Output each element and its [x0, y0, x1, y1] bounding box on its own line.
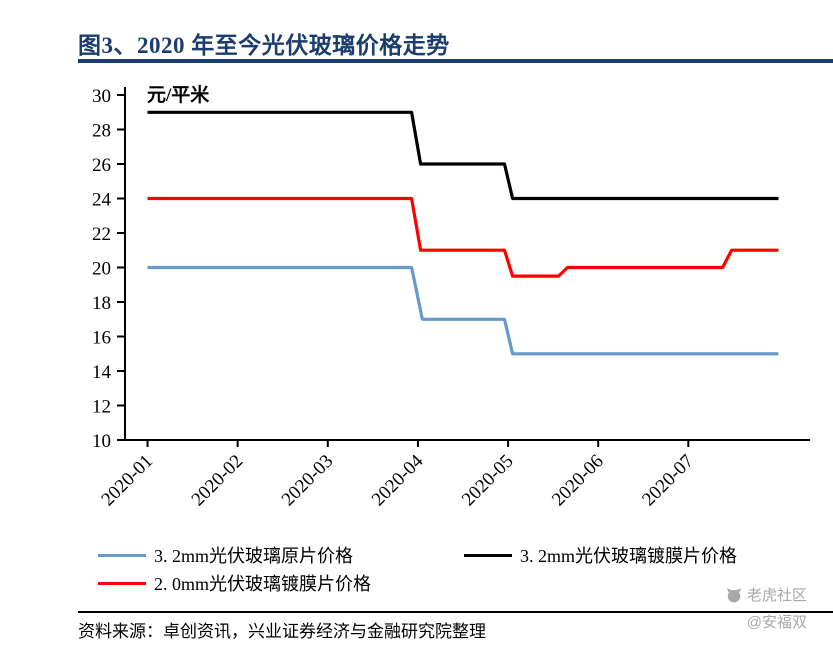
series-line-0	[147, 265, 779, 356]
legend-column-right: 3. 2mm光伏玻璃镀膜片价格	[464, 542, 737, 596]
bottom-rule	[78, 611, 833, 613]
x-tick-label: 2020-07	[638, 451, 698, 511]
y-tick-label: 12	[92, 397, 111, 418]
legend-column-left: 3. 2mm光伏玻璃原片价格 2. 0mm光伏玻璃镀膜片价格	[98, 542, 464, 596]
source-note: 资料来源：卓创资讯，兴业证券经济与金融研究院整理	[78, 622, 486, 641]
price-line-chart: 10 12 14 16 18 20 22 24 26 28 30 2020-01 2020-02 2020…	[92, 83, 810, 511]
legend-label-2-0mm-coated: 2. 0mm光伏玻璃镀膜片价格	[154, 574, 372, 594]
watermark: 老虎社区 @安福双	[726, 584, 807, 632]
title-rule	[78, 59, 833, 63]
y-tick-label: 14	[92, 362, 112, 383]
watermark-community: 老虎社区	[746, 587, 807, 604]
legend-label-3-2mm-coated: 3. 2mm光伏玻璃镀膜片价格	[520, 546, 738, 566]
y-tick-label: 22	[92, 224, 111, 245]
y-tick-label: 18	[92, 293, 111, 314]
legend-line-red	[98, 581, 146, 585]
x-tick-label: 2020-04	[368, 450, 428, 510]
y-tick-label: 30	[92, 86, 111, 107]
legend-item-3-2mm-coated: 3. 2mm光伏玻璃镀膜片价格	[464, 542, 737, 568]
legend-item-2-0mm-coated: 2. 0mm光伏玻璃镀膜片价格	[98, 570, 464, 596]
x-tick-label: 2020-06	[548, 451, 608, 511]
legend-line-blue	[98, 553, 146, 557]
tiger-logo-icon	[726, 587, 741, 602]
y-unit-label: 元/平米	[147, 83, 210, 106]
series-line-1	[147, 196, 779, 278]
x-tick-label: 2020-01	[97, 451, 157, 511]
legend-line-black	[464, 553, 512, 557]
y-tick-label: 28	[92, 121, 111, 142]
x-tick-label: 2020-02	[188, 451, 248, 511]
x-tick-label: 2020-03	[278, 451, 338, 511]
y-tick-label: 16	[92, 328, 111, 349]
y-tick-label: 24	[92, 190, 112, 211]
chart-legend: 3. 2mm光伏玻璃原片价格 2. 0mm光伏玻璃镀膜片价格 3. 2mm光伏玻…	[98, 542, 737, 596]
x-tick-label: 2020-05	[458, 451, 518, 511]
watermark-author: @安福双	[746, 614, 807, 631]
y-tick-label: 20	[92, 259, 111, 280]
legend-item-3-2mm-raw: 3. 2mm光伏玻璃原片价格	[98, 542, 464, 568]
series-line-2	[147, 110, 779, 201]
legend-label-3-2mm-raw: 3. 2mm光伏玻璃原片价格	[154, 546, 354, 566]
chart-title: 图3、2020 年至今光伏玻璃价格走势	[78, 33, 450, 58]
watermark-community-row: 老虎社区	[726, 584, 807, 605]
y-tick-label: 10	[92, 431, 111, 452]
y-tick-label: 26	[92, 155, 111, 176]
